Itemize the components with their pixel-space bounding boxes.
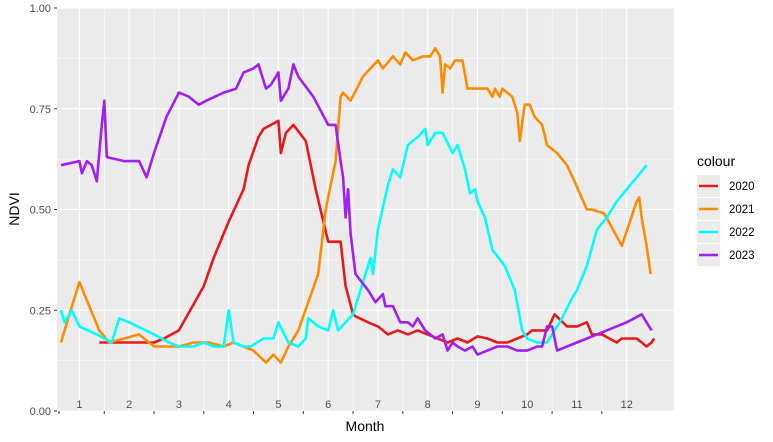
y-tick-label: 0.00 — [30, 406, 51, 418]
series-line-2023 — [60, 63, 653, 356]
legend-label-2021: 2021 — [729, 204, 755, 216]
y-tick-label: 0.75 — [30, 104, 51, 116]
x-tick-label: 9 — [474, 399, 480, 411]
series-lines — [59, 47, 656, 364]
x-tick-label: 6 — [325, 399, 331, 411]
x-tick-label: 1 — [76, 399, 82, 411]
y-tick-label: 0.25 — [30, 305, 51, 317]
legend-label-2022: 2022 — [729, 227, 755, 239]
x-tick-label: 5 — [275, 399, 281, 411]
y-axis-title: NDVI — [6, 192, 22, 225]
legend-title: colour — [697, 153, 735, 169]
y-tick-label: 1.00 — [30, 3, 51, 15]
y-axis: 0.00 0.25 0.50 0.75 1.00 — [30, 3, 57, 418]
y-tick-label: 0.50 — [30, 205, 51, 217]
legend-label-2020: 2020 — [729, 181, 755, 193]
major-gridlines — [57, 7, 674, 412]
x-tick-label: 11 — [571, 399, 582, 411]
x-tick-label: 8 — [425, 399, 431, 411]
x-tick-label: 3 — [176, 399, 182, 411]
x-tick-label: 2 — [126, 399, 132, 411]
x-axis: 1 2 3 4 5 6 7 8 9 10 11 12 — [58, 399, 633, 414]
x-axis-title: Month — [346, 418, 385, 434]
x-tick-label: 12 — [621, 399, 633, 411]
legend: colour 2020 2021 2022 2023 — [697, 153, 755, 266]
x-tick-label: 10 — [521, 399, 533, 411]
x-tick-label: 7 — [375, 399, 381, 411]
x-tick-label: 4 — [226, 399, 232, 411]
legend-label-2023: 2023 — [729, 250, 755, 262]
